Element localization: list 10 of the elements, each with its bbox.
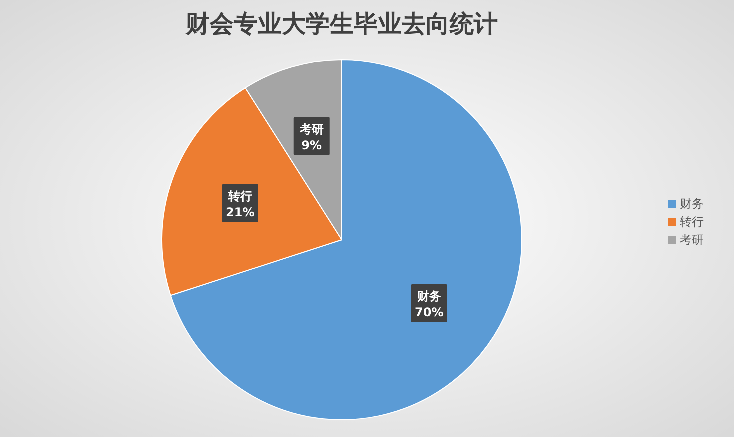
slice-label: 财务 [416, 289, 442, 304]
chart-title: 财会专业大学生毕业去向统计 [185, 10, 498, 38]
data-label: 9% [302, 138, 322, 152]
data-label: 70% [415, 305, 444, 320]
slice-label: 转行 [227, 189, 252, 204]
legend-label: 转行 [680, 215, 704, 229]
data-label: 21% [226, 205, 255, 220]
legend-label: 考研 [680, 233, 704, 247]
slice-label: 考研 [298, 122, 324, 136]
slice-label: 财务 [680, 197, 704, 211]
